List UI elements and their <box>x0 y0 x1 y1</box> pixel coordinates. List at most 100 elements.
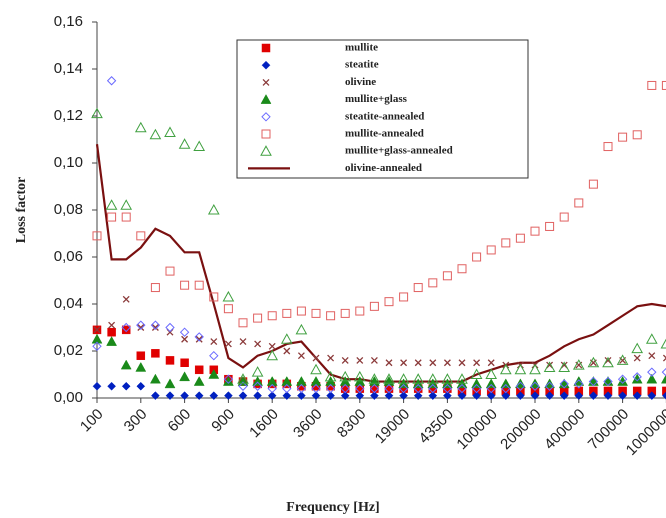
point <box>311 308 321 318</box>
point <box>413 383 423 394</box>
point <box>297 352 305 360</box>
y-axis-title: Loss factor <box>14 177 29 244</box>
point <box>325 383 336 394</box>
point <box>399 391 408 401</box>
point <box>589 391 598 401</box>
point <box>222 290 235 302</box>
point <box>93 326 101 334</box>
point <box>456 373 468 384</box>
point <box>587 356 600 368</box>
point <box>617 374 628 384</box>
point <box>559 212 569 222</box>
point <box>150 320 161 330</box>
point <box>134 121 147 133</box>
y-tick-label: 0,04 <box>54 295 83 312</box>
point <box>486 245 496 255</box>
point <box>443 391 452 401</box>
point <box>224 340 232 348</box>
point <box>385 359 393 367</box>
point <box>500 378 512 389</box>
point <box>326 311 336 321</box>
x-tick-label: 8300 <box>334 406 370 442</box>
point <box>295 323 308 335</box>
point <box>574 391 584 401</box>
point <box>282 391 292 401</box>
point <box>631 342 644 354</box>
point <box>283 347 291 355</box>
point <box>471 383 482 394</box>
x-tick-label: 3600 <box>290 406 326 442</box>
point <box>312 354 320 362</box>
point <box>238 381 248 391</box>
point <box>238 318 248 328</box>
point <box>193 140 206 152</box>
point <box>310 363 322 375</box>
point <box>311 383 321 394</box>
point <box>223 304 233 314</box>
point <box>574 198 584 208</box>
point <box>631 373 643 384</box>
point <box>136 231 146 241</box>
point <box>428 391 438 401</box>
y-tick-label: 0,16 <box>54 13 83 30</box>
point <box>588 179 598 189</box>
point <box>501 383 511 394</box>
point <box>558 361 571 372</box>
point <box>662 391 666 400</box>
point <box>471 378 483 389</box>
point <box>426 373 439 384</box>
point <box>645 333 658 344</box>
point <box>617 376 629 386</box>
point <box>91 107 103 119</box>
point <box>280 333 293 344</box>
point <box>368 373 381 384</box>
point <box>529 378 541 389</box>
x-tick-label: 1000000 <box>623 406 666 459</box>
point <box>398 383 409 394</box>
point <box>370 391 379 401</box>
y-tick-label: 0,10 <box>54 154 83 171</box>
point <box>135 361 147 372</box>
x-tick-label: 900 <box>208 406 238 436</box>
point <box>515 381 526 391</box>
point <box>194 391 204 401</box>
legend-box <box>236 39 529 179</box>
point <box>122 295 130 303</box>
point <box>647 80 657 90</box>
point <box>165 322 175 333</box>
point <box>108 321 116 329</box>
point <box>120 199 133 210</box>
point <box>485 368 498 379</box>
point <box>457 383 467 394</box>
point <box>251 366 264 377</box>
x-tick-label: 200000 <box>497 406 544 453</box>
point <box>252 381 263 391</box>
point <box>281 376 293 386</box>
point <box>618 132 628 142</box>
point <box>165 266 175 276</box>
point <box>149 128 162 140</box>
point <box>224 391 233 401</box>
point <box>647 391 657 401</box>
y-tick-label: 0,12 <box>54 107 83 124</box>
point <box>262 78 270 86</box>
point <box>121 381 131 391</box>
legend-label: mullite+glass <box>345 93 408 105</box>
point <box>195 335 203 343</box>
point <box>559 379 569 389</box>
point <box>603 142 613 152</box>
point <box>261 112 271 122</box>
point <box>326 391 335 401</box>
x-tick-label: 100 <box>77 406 107 436</box>
point <box>179 371 191 382</box>
point <box>647 367 657 377</box>
point <box>210 338 218 346</box>
point <box>181 335 189 343</box>
point <box>441 373 454 384</box>
point <box>369 383 380 394</box>
point <box>180 358 189 367</box>
point <box>648 352 656 360</box>
x-tick-label: 100000 <box>453 406 500 453</box>
point <box>282 383 292 394</box>
